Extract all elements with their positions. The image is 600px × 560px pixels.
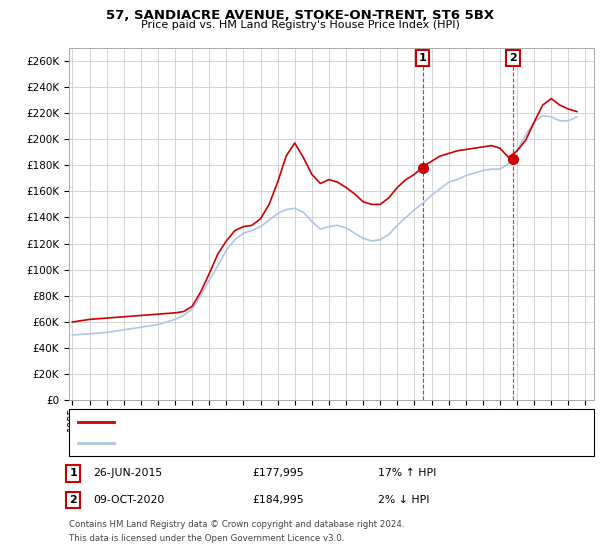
Text: Price paid vs. HM Land Registry's House Price Index (HPI): Price paid vs. HM Land Registry's House … <box>140 20 460 30</box>
Text: 09-OCT-2020: 09-OCT-2020 <box>93 495 164 505</box>
Text: 17% ↑ HPI: 17% ↑ HPI <box>378 468 436 478</box>
Text: £177,995: £177,995 <box>252 468 304 478</box>
Text: 57, SANDIACRE AVENUE, STOKE-ON-TRENT, ST6 5BX (detached house): 57, SANDIACRE AVENUE, STOKE-ON-TRENT, ST… <box>120 417 473 427</box>
Text: 1: 1 <box>419 53 427 63</box>
Text: 57, SANDIACRE AVENUE, STOKE-ON-TRENT, ST6 5BX: 57, SANDIACRE AVENUE, STOKE-ON-TRENT, ST… <box>106 9 494 22</box>
Text: 2: 2 <box>509 53 517 63</box>
Text: £184,995: £184,995 <box>252 495 304 505</box>
Text: HPI: Average price, detached house, Stoke-on-Trent: HPI: Average price, detached house, Stok… <box>120 438 376 448</box>
Text: 1: 1 <box>70 468 77 478</box>
Text: 26-JUN-2015: 26-JUN-2015 <box>93 468 162 478</box>
Text: Contains HM Land Registry data © Crown copyright and database right 2024.: Contains HM Land Registry data © Crown c… <box>69 520 404 529</box>
Text: This data is licensed under the Open Government Licence v3.0.: This data is licensed under the Open Gov… <box>69 534 344 543</box>
Text: 2% ↓ HPI: 2% ↓ HPI <box>378 495 430 505</box>
Text: 2: 2 <box>70 495 77 505</box>
